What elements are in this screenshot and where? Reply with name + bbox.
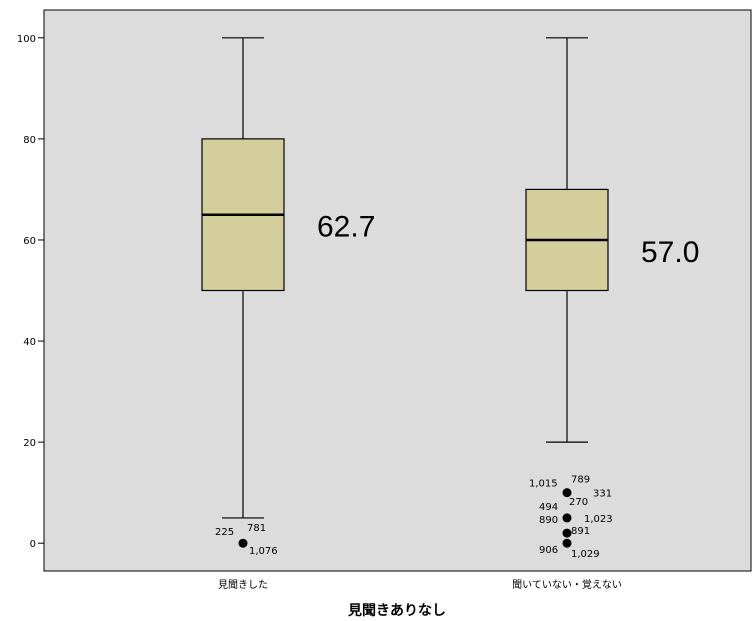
outlier-case-label: 890 xyxy=(539,515,558,526)
plot-area xyxy=(43,9,752,572)
outlier-point xyxy=(238,538,248,548)
outlier-case-label: 906 xyxy=(539,545,558,556)
box-group: 62.7 xyxy=(201,37,375,548)
outlier-case-label: 331 xyxy=(593,489,612,500)
outlier-point xyxy=(562,488,572,498)
outlier-point xyxy=(562,538,572,548)
x-axis-title: 見聞きありなし xyxy=(347,603,446,619)
box-group: 57.0 xyxy=(525,37,699,548)
outlier-point xyxy=(562,513,572,523)
y-axis: 0 20 40 60 80 100 xyxy=(17,34,44,550)
box-series: 62.7 見聞きした 57.0 聞いていない・覚えない 225 781 1,076 1,015… xyxy=(201,37,699,591)
y-tick-label: 100 xyxy=(17,34,36,45)
outlier-point xyxy=(562,528,572,538)
mean-annotation: 62.7 xyxy=(317,211,375,244)
x-category-label: 見聞きした xyxy=(218,579,268,591)
outlier-case-label: 789 xyxy=(571,475,590,486)
y-tick-label: 20 xyxy=(23,438,36,449)
outlier-case-label: 1,015 xyxy=(529,479,558,490)
mean-annotation: 57.0 xyxy=(641,236,699,269)
outlier-case-label: 494 xyxy=(539,502,558,513)
y-tick-label: 60 xyxy=(23,236,36,247)
outlier-case-label: 270 xyxy=(569,497,588,508)
outlier-case-label: 225 xyxy=(215,527,234,538)
outlier-case-label: 781 xyxy=(247,523,266,534)
x-category-label: 聞いていない・覚えない xyxy=(512,578,622,591)
y-tick-label: 0 xyxy=(30,539,36,550)
outlier-case-label: 1,023 xyxy=(584,514,613,525)
y-tick-label: 80 xyxy=(23,135,36,146)
outlier-case-label: 1,076 xyxy=(249,546,278,557)
outlier-case-label: 891 xyxy=(571,526,590,537)
outlier-case-label: 1,029 xyxy=(571,549,600,560)
y-tick-label: 40 xyxy=(23,337,36,348)
